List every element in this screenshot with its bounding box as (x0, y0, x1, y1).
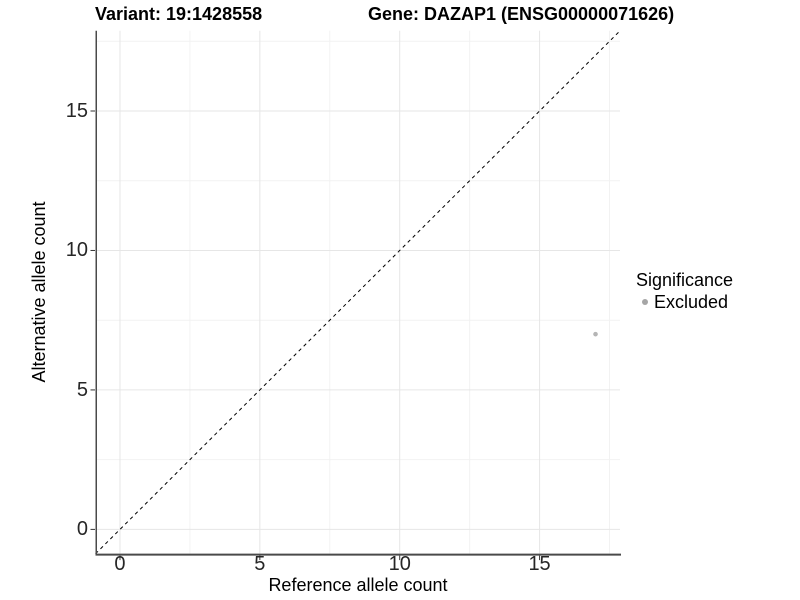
y-tick-label: 0 (76, 518, 88, 541)
legend-key-dot-icon (642, 299, 648, 305)
x-tick-label: 0 (114, 553, 126, 575)
y-axis-title: Alternative allele count (29, 201, 49, 383)
y-tick-label: 15 (65, 99, 88, 122)
plot-title-variant: Variant: 19:1428558 (95, 4, 263, 24)
plot-title-gene: Gene: DAZAP1 (ENSG00000071626) (368, 4, 675, 24)
legend-items: Excluded (636, 293, 733, 311)
legend-item: Excluded (636, 293, 733, 311)
data-point (593, 331, 598, 337)
y-tick-label: 5 (76, 378, 88, 401)
identity-line (95, 30, 621, 555)
legend-title: Significance (636, 270, 734, 290)
x-tick-label: 15 (528, 553, 551, 575)
legend: Significance Excluded (636, 270, 733, 311)
y-tick-label: 10 (65, 239, 88, 262)
legend-item-label: Excluded (654, 292, 729, 312)
plot-canvas (90, 30, 621, 561)
x-tick-label: 5 (254, 553, 266, 575)
x-axis-title: Reference allele count (268, 575, 448, 595)
x-tick-label: 10 (388, 553, 411, 575)
